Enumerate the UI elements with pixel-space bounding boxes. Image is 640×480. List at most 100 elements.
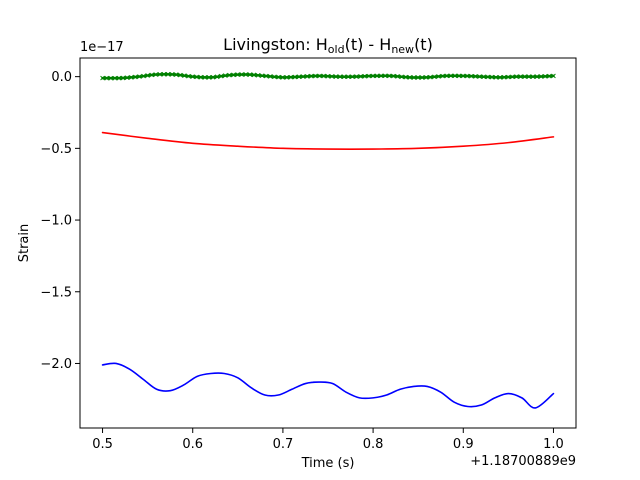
y-tick-label: −1.5 <box>40 285 72 300</box>
chart-title: Livingston: Hold(t) - Hnew(t) <box>223 35 433 56</box>
series-1-marker <box>128 74 134 80</box>
series-1-marker <box>464 73 470 79</box>
series-1-marker <box>272 74 277 80</box>
series-1-marker <box>231 72 236 78</box>
series-1-marker <box>374 73 380 79</box>
series-1-marker <box>267 74 273 79</box>
series-line-2 <box>101 131 555 150</box>
series-1-marker <box>546 73 552 79</box>
series-1-marker <box>551 73 556 79</box>
series-1-marker <box>313 73 318 79</box>
series-1-marker <box>473 74 478 79</box>
series-1-marker <box>337 74 343 80</box>
series-1-marker <box>263 73 269 79</box>
y-tick-label: −1.0 <box>40 214 72 229</box>
series-1-marker <box>288 74 294 80</box>
series-1-marker <box>108 75 114 81</box>
series-1-marker <box>395 74 400 79</box>
y-axis-label: Strain <box>17 224 32 263</box>
series-1-marker <box>469 73 474 79</box>
series-1-marker <box>292 74 298 80</box>
series-1-marker <box>141 73 146 79</box>
series-1-marker <box>485 74 491 80</box>
series-1-marker <box>145 73 150 78</box>
series-layer <box>100 71 556 409</box>
series-line-3 <box>101 362 555 409</box>
series-1-marker <box>214 74 220 80</box>
series-1-marker <box>157 71 163 77</box>
series-1-marker <box>411 75 417 80</box>
series-1-marker <box>276 74 281 80</box>
y-tick-label: 0.0 <box>51 70 72 85</box>
series-1-marker <box>427 74 433 80</box>
series-1-marker <box>538 74 544 79</box>
series-1-marker <box>382 73 388 79</box>
series-1-marker <box>227 72 232 78</box>
series-1-marker <box>386 73 392 79</box>
series-1-marker <box>206 75 212 80</box>
series-1-marker <box>182 73 187 78</box>
series-1-marker <box>194 74 200 80</box>
series-1-marker <box>133 74 138 80</box>
series-1-marker <box>173 72 179 77</box>
series-1-marker <box>370 73 376 79</box>
series-1-marker <box>235 72 240 77</box>
series-1-marker <box>198 74 204 80</box>
series-1-marker <box>477 74 482 79</box>
series-1-marker <box>345 74 351 80</box>
series-1-marker <box>251 72 257 78</box>
y-multiplier-label: 1e−17 <box>80 40 124 55</box>
series-1-marker <box>169 72 175 77</box>
series-1-marker <box>522 74 528 79</box>
series-1-marker <box>243 72 249 77</box>
series-1-marker <box>112 75 118 81</box>
y-axis: 0.0 −0.5 −1.0 −1.5 −2.0 <box>40 70 80 372</box>
series-1-marker <box>526 74 532 80</box>
series-1-marker <box>124 75 130 81</box>
series-1-marker <box>505 74 511 80</box>
y-tick-label: −0.5 <box>40 142 72 157</box>
plot-frame <box>79 57 577 429</box>
series-1-marker <box>304 73 310 79</box>
series-1-marker <box>444 73 450 79</box>
x-tick-label: 0.9 <box>453 437 474 452</box>
series-1-marker <box>190 74 195 79</box>
series-1-marker <box>222 73 228 78</box>
series-1-marker <box>440 73 445 79</box>
series-1-marker <box>329 74 335 79</box>
series-1-marker <box>341 74 347 80</box>
x-tick-label: 1.0 <box>543 437 564 452</box>
series-1-marker <box>186 73 191 79</box>
series-1-marker <box>460 73 466 79</box>
series-1-marker <box>321 73 327 79</box>
series-1-marker <box>448 73 454 79</box>
series-1-marker <box>325 73 331 79</box>
series-1-marker <box>399 74 404 80</box>
series-1-marker <box>534 74 540 79</box>
series-1-marker <box>493 74 499 80</box>
series-1-marker <box>161 71 167 77</box>
series-1-marker <box>120 75 126 81</box>
x-tick-label: 0.7 <box>273 437 294 452</box>
series-1-marker <box>481 74 487 80</box>
series-1-marker <box>137 74 142 79</box>
series-1-marker <box>456 73 462 79</box>
series-1-marker <box>518 74 523 79</box>
series-1-marker <box>366 73 372 79</box>
series-1-marker <box>419 75 425 80</box>
x-axis-label: Time (s) <box>301 456 355 471</box>
series-1-marker <box>296 74 302 80</box>
series-1-marker <box>489 74 495 80</box>
series-1-marker <box>403 74 409 80</box>
series-1-marker <box>514 74 519 80</box>
series-1-marker <box>407 75 413 80</box>
series-1-marker <box>317 73 322 79</box>
x-tick-label: 0.8 <box>363 437 384 452</box>
series-1-marker <box>501 74 507 80</box>
y-tick-label: −2.0 <box>40 357 72 372</box>
series-1-marker <box>510 74 515 80</box>
series-1-marker <box>178 72 183 78</box>
series-1-marker <box>255 72 261 78</box>
